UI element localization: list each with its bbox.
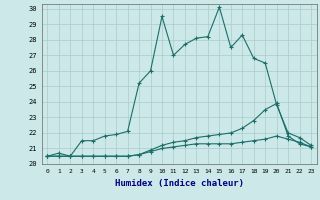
X-axis label: Humidex (Indice chaleur): Humidex (Indice chaleur) — [115, 179, 244, 188]
